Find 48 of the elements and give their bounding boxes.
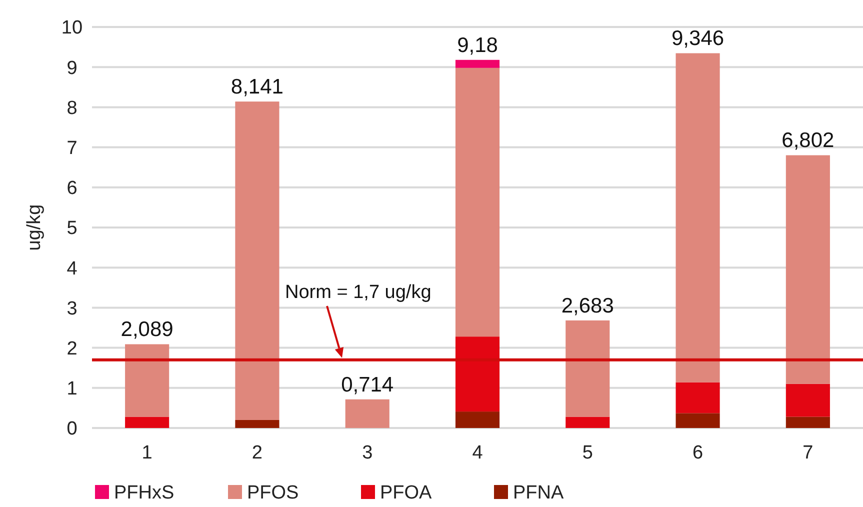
x-tick-label: 5: [582, 442, 593, 464]
y-tick-label: 0: [66, 418, 78, 440]
bar: [125, 344, 170, 417]
bar: [235, 102, 280, 420]
bar: [455, 412, 500, 428]
bar: [235, 420, 280, 428]
bar: [566, 320, 610, 417]
y-tick-label: 2: [66, 338, 78, 360]
bar: [676, 413, 720, 428]
y-tick-label: 6: [66, 178, 78, 200]
bar: [345, 399, 390, 428]
x-tick-label: 3: [362, 442, 373, 464]
total-label: 0,714: [341, 373, 394, 396]
y-tick-label: 4: [66, 258, 78, 280]
y-tick-label: 10: [61, 18, 83, 39]
ref-line-label: Norm = 1,7 ug/kg: [285, 282, 432, 303]
y-axis-title: ug/kg: [24, 204, 45, 251]
bar: [455, 68, 500, 337]
total-label: 9,346: [672, 27, 724, 50]
x-tick-label: 4: [472, 442, 484, 464]
total-label: 6,802: [782, 129, 834, 152]
x-tick-label: 2: [252, 442, 263, 464]
bar: [125, 416, 170, 428]
bar: [786, 416, 830, 428]
y-tick-label: 5: [66, 218, 78, 240]
legend-label: PFHxS: [114, 482, 174, 504]
y-tick-label: 9: [66, 58, 78, 79]
y-tick-label: 7: [66, 138, 78, 159]
y-tick-label: 1: [66, 378, 78, 400]
bar: [455, 60, 500, 68]
total-label: 8,141: [230, 76, 284, 99]
bar: [455, 336, 500, 412]
x-tick-label: 7: [802, 442, 814, 464]
bar: [676, 53, 720, 382]
y-tick-label: 8: [66, 98, 78, 119]
legend-label: PFOA: [380, 482, 432, 504]
legend-label: PFOS: [247, 482, 299, 504]
bar: [566, 416, 610, 428]
bar: [676, 382, 720, 414]
legend-label: PFNA: [513, 482, 564, 504]
x-tick-label: 6: [692, 442, 704, 464]
total-label: 2,089: [120, 318, 174, 342]
bar: [786, 384, 830, 417]
y-tick-label: 3: [66, 298, 78, 320]
x-tick-label: 1: [142, 442, 152, 464]
total-label: 2,683: [561, 294, 614, 318]
bar: [786, 155, 830, 384]
total-label: 9,18: [457, 34, 498, 57]
